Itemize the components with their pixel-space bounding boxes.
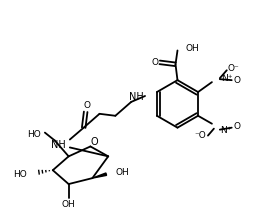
Text: O: O xyxy=(234,122,241,131)
Text: ⁻O: ⁻O xyxy=(194,131,206,140)
Text: O: O xyxy=(234,76,241,85)
Text: NH: NH xyxy=(129,92,144,102)
Text: OH: OH xyxy=(62,200,76,209)
Text: O: O xyxy=(151,58,158,67)
Polygon shape xyxy=(92,173,107,178)
Text: HO: HO xyxy=(27,130,41,139)
Text: OH: OH xyxy=(186,44,199,53)
Text: OH: OH xyxy=(115,168,129,177)
Text: HO: HO xyxy=(13,170,27,179)
Text: N⁺: N⁺ xyxy=(220,126,231,135)
Text: O: O xyxy=(83,101,90,110)
Text: NH: NH xyxy=(51,140,66,151)
Text: O: O xyxy=(91,136,98,147)
Text: N⁺: N⁺ xyxy=(221,74,232,83)
Text: O⁻: O⁻ xyxy=(228,64,239,73)
